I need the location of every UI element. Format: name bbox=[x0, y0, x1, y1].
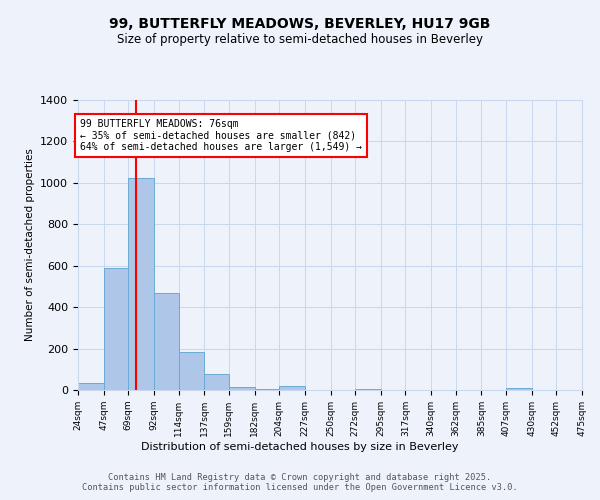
Bar bbox=[179, 352, 204, 390]
Text: 99 BUTTERFLY MEADOWS: 76sqm
← 35% of semi-detached houses are smaller (842)
64% : 99 BUTTERFLY MEADOWS: 76sqm ← 35% of sem… bbox=[80, 118, 362, 152]
Text: 99, BUTTERFLY MEADOWS, BEVERLEY, HU17 9GB: 99, BUTTERFLY MEADOWS, BEVERLEY, HU17 9G… bbox=[109, 18, 491, 32]
Y-axis label: Number of semi-detached properties: Number of semi-detached properties bbox=[25, 148, 35, 342]
Bar bbox=[355, 389, 381, 390]
Text: Distribution of semi-detached houses by size in Beverley: Distribution of semi-detached houses by … bbox=[141, 442, 459, 452]
Bar bbox=[78, 383, 104, 390]
Bar bbox=[104, 268, 128, 390]
Bar bbox=[254, 389, 279, 390]
Bar bbox=[154, 292, 179, 390]
Bar bbox=[128, 178, 154, 390]
Bar bbox=[506, 388, 532, 390]
Bar bbox=[204, 374, 229, 390]
Text: Contains HM Land Registry data © Crown copyright and database right 2025.
Contai: Contains HM Land Registry data © Crown c… bbox=[82, 472, 518, 492]
Bar bbox=[229, 387, 254, 390]
Bar bbox=[279, 386, 305, 390]
Text: Size of property relative to semi-detached houses in Beverley: Size of property relative to semi-detach… bbox=[117, 32, 483, 46]
